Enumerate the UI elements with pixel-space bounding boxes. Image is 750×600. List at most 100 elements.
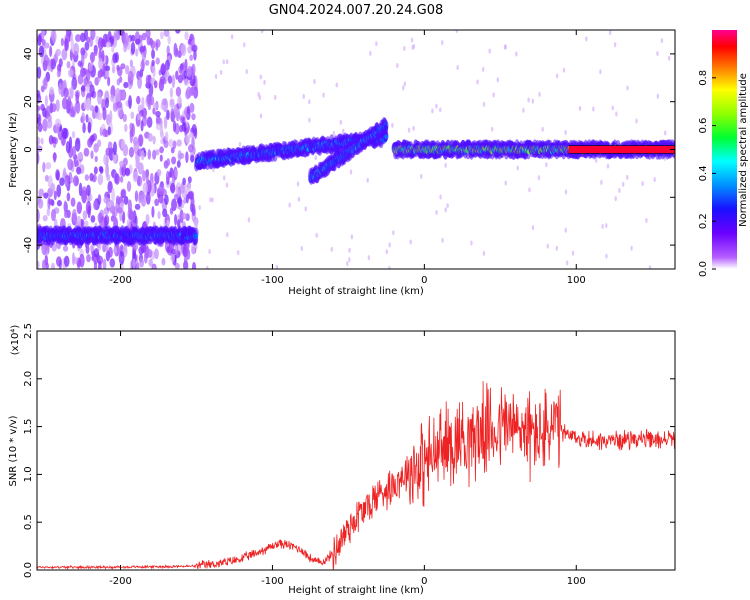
heatmap-cell	[145, 74, 151, 86]
heatmap-cell	[122, 113, 127, 123]
heatmap-cell	[230, 34, 234, 40]
y-tick-label: 2.0	[23, 371, 34, 387]
heatmap-cell	[169, 207, 174, 215]
heatmap-cell	[391, 122, 394, 128]
heatmap-cell	[211, 197, 214, 203]
heatmap-cell	[113, 30, 120, 39]
heatmap-cell	[50, 58, 56, 70]
heatmap-cell	[297, 196, 301, 202]
heatmap-cell	[164, 194, 169, 206]
heatmap-cell	[348, 247, 351, 253]
heatmap-cell	[102, 63, 106, 77]
heatmap-cell	[564, 129, 567, 135]
heatmap-cell	[65, 141, 71, 154]
snr-line-series	[37, 381, 675, 570]
heatmap-cell	[85, 69, 91, 82]
heatmap-cell	[189, 78, 196, 87]
heatmap-cell	[99, 166, 104, 174]
heatmap-cell	[78, 182, 83, 197]
heatmap-cell	[53, 190, 57, 201]
heatmap-cell	[80, 85, 86, 92]
heatmap-cell	[392, 230, 395, 236]
heatmap-cell	[42, 107, 47, 118]
heatmap-cell	[38, 45, 45, 58]
heatmap-cell	[626, 174, 629, 180]
heatmap-cell	[120, 139, 126, 150]
heatmap-cell	[435, 103, 438, 109]
heatmap-cell	[257, 91, 260, 97]
heatmap-cell	[115, 87, 121, 102]
heatmap-cell	[141, 96, 145, 111]
heatmap-cell	[225, 182, 229, 188]
heatmap-cell	[481, 66, 485, 72]
colorbar-tick-label: 0.2	[698, 213, 709, 229]
heatmap-cell	[630, 245, 633, 251]
heatmap-cell	[40, 137, 44, 145]
heatmap-cell	[93, 166, 98, 175]
heatmap-cell	[166, 158, 171, 167]
heatmap-cell	[107, 246, 113, 258]
heatmap-cell	[135, 48, 139, 57]
heatmap-cell	[134, 215, 138, 227]
heatmap-cell	[119, 175, 124, 183]
heatmap-cell	[48, 198, 54, 205]
heatmap-cell	[43, 54, 49, 67]
heatmap-cell	[190, 154, 195, 163]
heatmap-cell	[59, 177, 65, 186]
heatmap-cell	[56, 122, 60, 135]
heatmap-cell	[55, 48, 62, 57]
heatmap-cell	[441, 40, 444, 46]
heatmap-cell	[194, 233, 198, 239]
heatmap-cell	[152, 149, 157, 160]
heatmap-cell	[118, 30, 124, 37]
heatmap-cell	[608, 30, 612, 36]
heatmap-cell	[50, 209, 56, 222]
heatmap-cell	[83, 147, 90, 157]
heatmap-cell	[166, 246, 171, 253]
x-tick-label: 0	[421, 275, 427, 286]
heatmap-cell	[87, 121, 92, 134]
heatmap-cell	[172, 140, 177, 150]
heatmap-cell	[140, 59, 145, 71]
heatmap-cell	[140, 120, 144, 132]
heatmap-cell	[142, 170, 147, 182]
heatmap-cell	[41, 30, 45, 40]
heatmap-cell	[173, 193, 179, 200]
heatmap-cell	[410, 37, 414, 43]
heatmap-cell	[86, 36, 91, 43]
heatmap-cell	[102, 128, 108, 138]
heatmap-cell	[97, 70, 102, 79]
heatmap-cell	[349, 169, 353, 175]
heatmap-cell	[369, 50, 372, 56]
heatmap-cell	[157, 211, 161, 220]
heatmap-cell	[123, 81, 129, 89]
heatmap-cell	[75, 34, 81, 42]
heatmap-cell	[76, 215, 82, 229]
heatmap-cell	[50, 183, 56, 194]
heatmap-cell	[141, 32, 147, 41]
heatmap-cell	[177, 74, 183, 84]
heatmap-cell	[112, 102, 118, 112]
heatmap-cell	[89, 243, 95, 252]
heatmap-cell	[613, 42, 617, 48]
heatmap-cell	[82, 210, 88, 221]
heatmap-cell	[159, 146, 164, 154]
heatmap-cell	[71, 208, 77, 223]
heatmap-cell	[564, 227, 567, 233]
heatmap-cell	[488, 48, 491, 54]
heatmap-cell	[168, 138, 174, 148]
heatmap-cell	[96, 139, 102, 148]
heatmap-cell	[63, 87, 69, 98]
heatmap-cell	[155, 57, 160, 65]
y-tick-label: 0	[23, 146, 34, 152]
heatmap-cell	[402, 85, 405, 91]
heatmap-cell	[155, 149, 160, 156]
heatmap-cell	[109, 110, 113, 124]
heatmap-cell	[63, 200, 68, 212]
heatmap-cell	[605, 253, 608, 259]
heatmap-cell	[555, 73, 559, 79]
heatmap-cell	[61, 127, 68, 140]
heatmap-cell	[112, 141, 117, 156]
heatmap-cell	[308, 99, 311, 105]
heatmap-cell	[503, 44, 507, 50]
